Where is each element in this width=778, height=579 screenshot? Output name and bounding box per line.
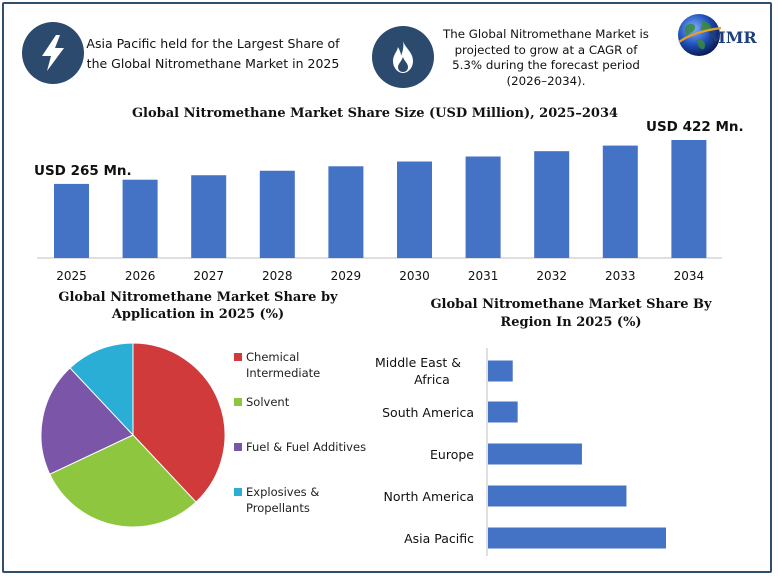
legend-swatch [234,398,242,406]
pie-slice-explosives-propellants [69,342,134,437]
bar-2031 [465,156,501,258]
y-tick-label: Middle East & Africa [375,355,461,387]
pie-chart-title: Global Nitromethane Market Share by Appl… [58,290,338,322]
x-tick-label: 2027 [193,269,224,283]
right-info-text: The Global Nitromethane Market is projec… [443,27,649,88]
bar-2025 [54,183,89,258]
x-tick-label: 2033 [605,269,636,283]
legend-label: Solvent [246,395,290,409]
pie-slice-chemical-intermediate [132,342,226,503]
legend-label: Chemical Intermediate [246,350,321,380]
y-tick-label: South America [382,405,474,420]
x-tick-label: 2034 [674,269,705,283]
bar-2026 [122,179,158,258]
legend-item: Solvent [234,394,374,410]
bar-2032 [534,151,570,258]
region-bar [488,360,513,382]
x-tick-label: 2031 [468,269,499,283]
legend-item: Explosives & Propellants [234,484,374,516]
region-chart: Middle East & Africa South America Europe No… [375,348,666,556]
x-tick-label: 2029 [331,269,362,283]
flame-icon [372,26,434,88]
last-value-label: USD 422 Mn. [646,119,744,135]
outer-frame [2,2,772,573]
region-bar [488,527,666,549]
region-chart-title: Global Nitromethane Market Share By Regi… [430,297,712,330]
bar-2033 [602,145,638,258]
legend-swatch [234,488,242,496]
legend-swatch [234,353,242,361]
legend-label: Explosives & Propellants [246,485,320,515]
bar-chart: 2025 2026 2027 2028 2029 2030 2031 2032 2033 2034… [34,119,744,283]
first-value-label: USD 265 Mn. [34,163,132,179]
region-bar [488,443,582,465]
bar-chart-title: Global Nitromethane Market Share Size (U… [131,106,619,121]
x-tick-label: 2026 [125,269,156,283]
globe-logo-icon [676,12,722,58]
pie-slice-fuel-fuel-additives [40,367,134,475]
x-tick-label: 2032 [536,269,567,283]
x-tick-label: 2030 [399,269,430,283]
bar-2034 [671,140,707,258]
legend-swatch [234,443,242,451]
pie-chart [40,342,226,528]
y-tick-label: Europe [430,447,474,462]
bar-2027 [191,175,227,258]
left-info-text: Asia Pacific held for the Largest Share … [86,36,340,71]
x-tick-label: 2025 [56,269,87,283]
region-bar [488,401,518,423]
legend-item: Fuel & Fuel Additives [234,439,374,455]
bar-2030 [397,161,432,258]
lightning-bolt-icon [22,22,84,84]
logo-text: MMR [708,28,757,47]
legend-item: Chemical Intermediate [234,349,374,381]
region-bar [488,485,627,507]
bar-2028 [259,170,295,258]
x-tick-label: 2028 [262,269,293,283]
y-tick-label: Asia Pacific [404,531,474,546]
legend-label: Fuel & Fuel Additives [246,440,367,454]
pie-slice-solvent [49,434,197,528]
y-tick-label: North America [384,489,475,504]
bar-2029 [328,166,364,258]
